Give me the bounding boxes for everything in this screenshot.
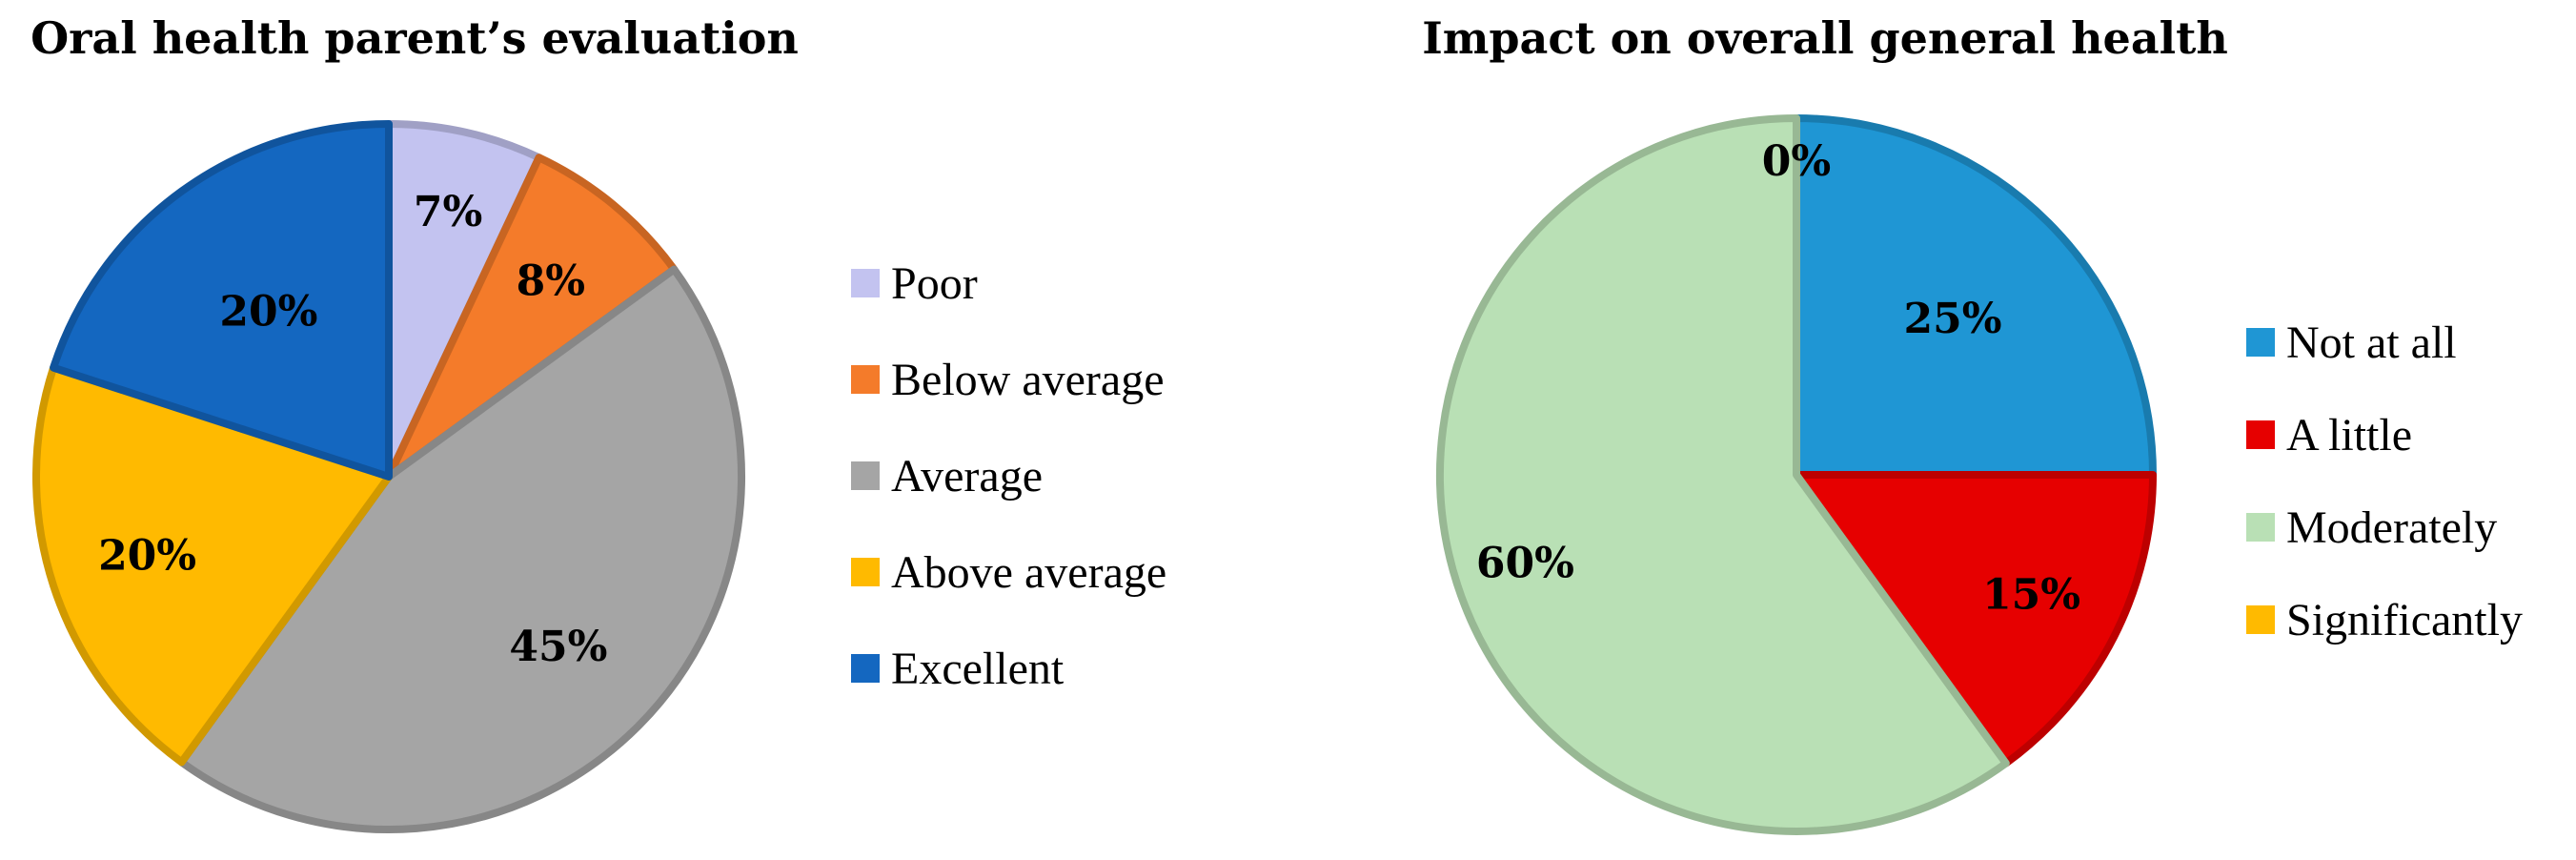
legend-label-poor: Poor — [891, 258, 978, 309]
legend: Poor Below average Average Above average Exc… — [851, 258, 1166, 694]
general-health-impact-pie-chart: Impact on overall general health 25% 15% 6… — [1422, 12, 2523, 835]
chart-title: Impact on overall general health — [1422, 12, 2228, 64]
slice-label-poor: 7% — [414, 188, 482, 236]
legend-label-not-at-all: Not at all — [2286, 317, 2457, 368]
pie-slice-above-average — [32, 363, 393, 767]
legend-swatch-below-average — [851, 365, 880, 394]
pie-slices — [1436, 114, 2157, 835]
slice-label-not-at-all: 25% — [1903, 295, 2001, 343]
legend-swatch-significantly — [2246, 605, 2275, 634]
legend-label-a-little: A little — [2286, 410, 2412, 461]
legend-label-average: Average — [891, 451, 1043, 502]
legend-swatch-average — [851, 461, 880, 490]
legend-swatch-a-little — [2246, 420, 2275, 449]
legend-label-above-average: Above average — [891, 547, 1166, 598]
legend: Not at all A little Moderately Significantl… — [2246, 317, 2523, 645]
slice-label-above-average: 20% — [98, 531, 196, 580]
legend-swatch-moderately — [2246, 513, 2275, 542]
pie-slice-below-average — [385, 154, 679, 481]
slice-label-below-average: 8% — [517, 257, 585, 306]
pie-slice-moderately — [1436, 114, 2010, 835]
legend-label-moderately: Moderately — [2286, 502, 2497, 553]
legend-label-excellent: Excellent — [891, 644, 1065, 694]
slice-label-moderately: 60% — [1476, 540, 1574, 588]
pie-slice-not-at-all — [1793, 114, 2157, 479]
legend-swatch-not-at-all — [2246, 328, 2275, 357]
slice-label-average: 45% — [509, 623, 607, 671]
pie-slice-average — [177, 265, 745, 833]
pie-slices — [32, 120, 745, 833]
pie-slice-labels: 25% 15% 60% 0% — [1476, 137, 2080, 620]
pie-slice-excellent — [50, 120, 393, 481]
legend-label-below-average: Below average — [891, 355, 1165, 405]
legend-swatch-excellent — [851, 654, 880, 683]
legend-label-significantly: Significantly — [2286, 595, 2523, 645]
chart-title: Oral health parent’s evaluation — [30, 12, 799, 64]
oral-health-pie-chart: Oral health parent’s evaluation 7% 8% 45% 2… — [30, 12, 1166, 833]
pie-slice-labels: 7% 8% 45% 20% 20% — [98, 188, 607, 671]
slice-label-significantly: 0% — [1762, 137, 1831, 186]
slice-label-excellent: 20% — [219, 287, 317, 336]
legend-swatch-poor — [851, 269, 880, 297]
pie-slice-a-little — [1793, 471, 2157, 768]
legend-swatch-above-average — [851, 558, 880, 586]
slice-label-a-little: 15% — [1982, 571, 2080, 620]
